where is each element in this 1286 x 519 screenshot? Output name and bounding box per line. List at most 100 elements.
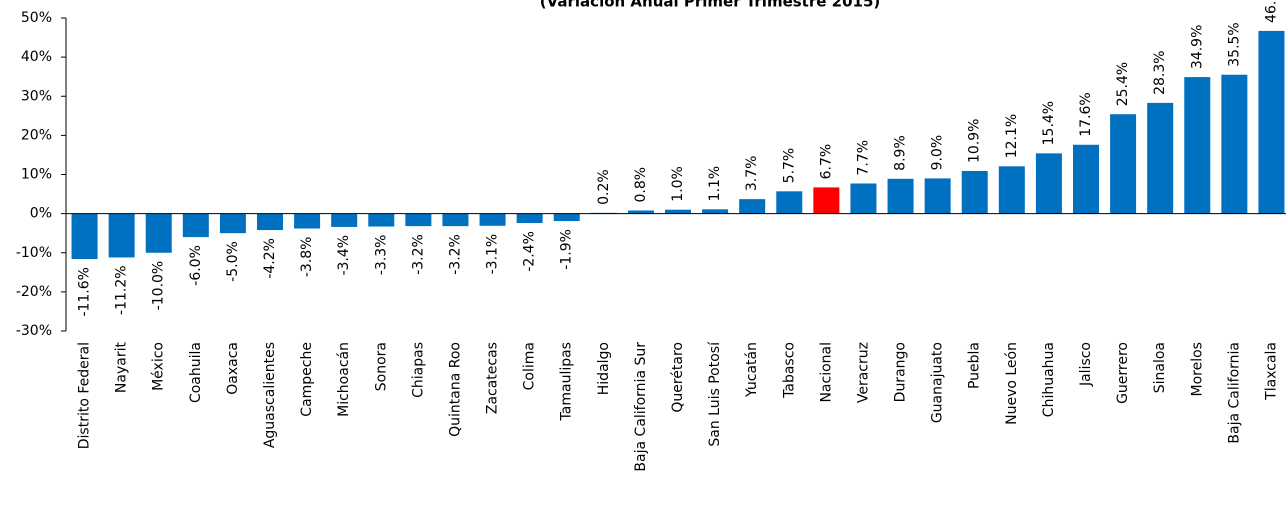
value-label: 5.7%	[781, 148, 797, 184]
y-tick-label: 30%	[21, 88, 52, 104]
y-tick-label: 20%	[21, 127, 52, 143]
value-label: 3.7%	[744, 156, 760, 192]
x-tick-label: Chihuahua	[1041, 342, 1057, 417]
bar	[71, 213, 98, 260]
x-tick-label: Querétaro	[670, 342, 686, 413]
bar	[702, 209, 729, 214]
x-tick-label: Veracruz	[855, 342, 871, 403]
x-tick-label: Colima	[522, 342, 538, 390]
bar	[1110, 114, 1137, 214]
x-tick-label: Oaxaca	[225, 342, 241, 395]
bar	[1073, 144, 1099, 214]
x-tick-label: Sinaloa	[1152, 342, 1168, 393]
value-label: -11.6%	[77, 267, 93, 317]
x-tick-label: Coahuila	[188, 342, 204, 403]
x-tick-label: Baja California	[1226, 342, 1242, 444]
bar	[850, 183, 877, 214]
x-tick-label: Tabasco	[781, 342, 797, 399]
bar	[961, 170, 988, 214]
value-label: 0.8%	[633, 167, 649, 203]
x-tick-label: Aguascalientes	[262, 342, 278, 448]
bar	[776, 191, 803, 214]
bar	[479, 213, 506, 226]
value-label: -1.9%	[559, 229, 575, 270]
bar	[182, 213, 209, 238]
bar	[553, 213, 580, 222]
value-label: 9.0%	[930, 135, 946, 171]
y-tick-label: 0%	[30, 206, 52, 222]
bar	[1184, 77, 1211, 214]
x-tick-label: Durango	[893, 342, 909, 402]
x-tick-label: Baja California Sur	[633, 342, 649, 472]
y-tick-label: 50%	[21, 10, 52, 26]
chart-title: (Variación Anual Primer Trimestre 2015)	[540, 0, 881, 11]
value-label: 8.9%	[893, 135, 909, 171]
value-label: -3.3%	[373, 235, 389, 276]
x-tick-label: Michoacán	[336, 342, 352, 417]
bar	[219, 213, 246, 234]
value-label: 15.4%	[1041, 101, 1057, 145]
bar	[1035, 153, 1062, 214]
y-tick-label: 10%	[21, 167, 52, 183]
bar	[257, 213, 283, 231]
bar	[1258, 30, 1285, 214]
y-tick-label: -10%	[16, 245, 52, 261]
x-tick-label: Tamaulipas	[559, 342, 575, 421]
bar	[368, 213, 395, 227]
bar	[516, 213, 543, 224]
x-tick-label: Hidalgo	[596, 342, 612, 395]
bar	[665, 209, 691, 214]
x-tick-label: Sonora	[373, 342, 389, 391]
bar	[627, 210, 654, 214]
bar	[108, 213, 135, 258]
value-label: 35.5%	[1226, 22, 1242, 66]
y-tick-label: -20%	[16, 284, 52, 300]
value-label: -4.2%	[262, 238, 278, 279]
x-tick-label: Guerrero	[1115, 342, 1131, 404]
value-label: 28.3%	[1152, 50, 1168, 94]
y-tick-label: -30%	[16, 323, 52, 339]
bar	[1221, 74, 1248, 214]
x-tick-label: Jalisco	[1078, 342, 1094, 387]
value-label: -3.8%	[299, 236, 315, 277]
value-label: 10.9%	[967, 118, 983, 162]
bar	[1147, 102, 1174, 214]
value-label: -11.2%	[114, 265, 130, 315]
value-label: 7.7%	[855, 140, 871, 176]
value-label: -3.4%	[336, 235, 352, 276]
bar	[405, 213, 432, 227]
bar	[331, 213, 358, 227]
value-label: -10.0%	[151, 261, 167, 311]
y-tick-label: 40%	[21, 49, 52, 65]
x-tick-label: San Luis Potosí	[707, 341, 723, 447]
value-label: 1.1%	[707, 166, 723, 202]
value-label: -2.4%	[522, 231, 538, 272]
bar	[145, 213, 172, 253]
value-label: -3.1%	[485, 234, 501, 275]
bar	[813, 187, 840, 214]
value-label: 6.7%	[818, 144, 834, 180]
x-tick-label: Chiapas	[410, 342, 426, 398]
value-label: 12.1%	[1004, 114, 1020, 158]
value-label: 46.7%	[1263, 0, 1279, 23]
value-label: -3.2%	[410, 234, 426, 275]
bar	[294, 213, 321, 229]
x-tick-label: Zacatecas	[485, 342, 501, 414]
bar	[924, 178, 951, 214]
bar	[739, 199, 766, 214]
value-label: -5.0%	[225, 241, 241, 282]
x-tick-label: Distrito Federal	[77, 342, 93, 449]
bar	[887, 178, 914, 214]
value-label: 34.9%	[1189, 25, 1205, 69]
x-tick-label: Quintana Roo	[447, 342, 463, 437]
value-label: 25.4%	[1115, 62, 1131, 106]
x-tick-label: Campeche	[299, 342, 315, 417]
x-tick-label: Morelos	[1189, 342, 1205, 396]
value-label: 17.6%	[1078, 92, 1094, 136]
x-tick-label: Tlaxcala	[1263, 342, 1279, 401]
x-tick-label: Yucatán	[744, 342, 760, 398]
x-tick-label: Puebla	[967, 342, 983, 389]
x-tick-label: Nacional	[818, 342, 834, 403]
value-label: 1.0%	[670, 166, 686, 202]
